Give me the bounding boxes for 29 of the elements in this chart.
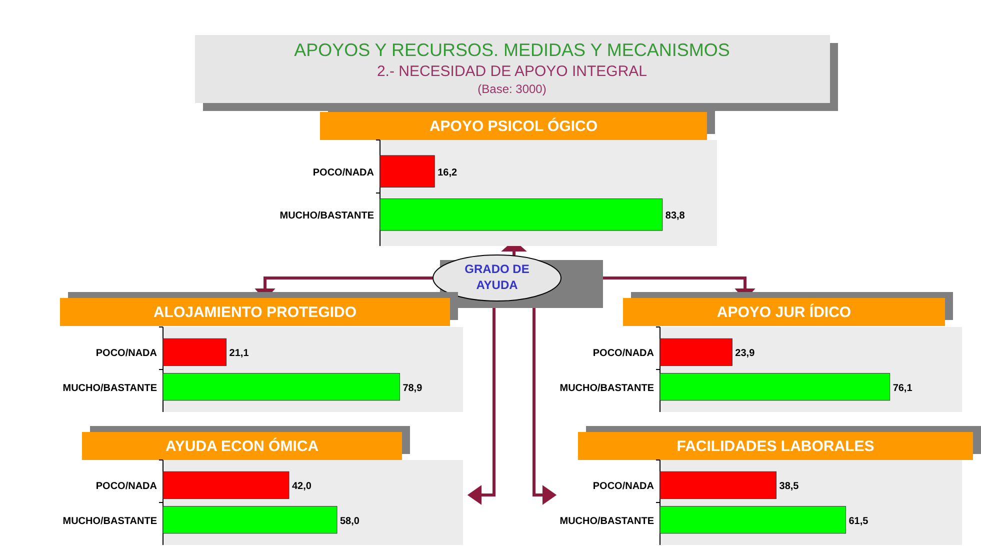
y-tick-label: POCO/NADA: [96, 348, 157, 360]
y-tick-label: MUCHO/BASTANTE: [62, 382, 158, 394]
text: APOYOS Y RECURSOS. MEDIDAS Y MECANISMOS: [294, 40, 730, 60]
data-label: 38,5: [779, 481, 800, 492]
chart-title: APOYO PSICOL ÓGICO: [429, 117, 598, 135]
y-tick-label: POCO/NADA: [592, 481, 654, 492]
y-tick-label: MUCHO/BASTANTE: [560, 382, 654, 394]
chart-title: AYUDA ECON ÓMICA: [165, 437, 319, 455]
data-label: 78,9: [402, 382, 423, 394]
chart-title: FACILIDADES LABORALES: [676, 438, 874, 455]
y-tick-label: POCO/NADA: [592, 348, 654, 360]
chart-title: APOYO JUR ÍDICO: [716, 303, 852, 321]
text: GRADO DE AYUDA: [464, 262, 530, 292]
data-label: 83,8: [665, 210, 686, 222]
y-tick-label: POCO/NADA: [96, 481, 157, 492]
data-label: 21,1: [229, 348, 250, 360]
text: (Base: 3000): [478, 82, 546, 96]
data-label: 23,9: [735, 348, 756, 360]
y-tick-label: MUCHO/BASTANTE: [62, 516, 158, 527]
data-label: 16,2: [438, 167, 458, 178]
y-tick-label: MUCHO/BASTANTE: [280, 210, 374, 222]
text: 2.- NECESIDAD DE APOYO INTEGRAL: [376, 63, 648, 80]
data-label: 42,0: [292, 481, 312, 492]
data-label: 76,1: [892, 382, 913, 394]
y-tick-label: MUCHO/BASTANTE: [560, 516, 654, 527]
data-label: 58,0: [340, 516, 360, 527]
data-label: 61,5: [848, 516, 869, 527]
y-tick-label: POCO/NADA: [312, 167, 374, 178]
chart-title: ALOJAMIENTO PROTEGIDO: [153, 304, 357, 321]
